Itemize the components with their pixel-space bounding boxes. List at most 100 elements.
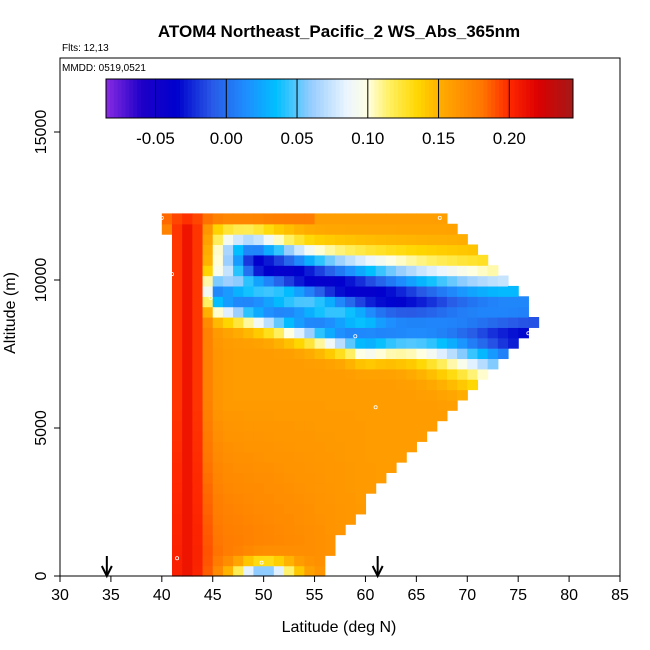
heatmap-cell <box>355 327 367 339</box>
heatmap-cell <box>253 306 265 318</box>
heatmap-cell <box>416 379 428 391</box>
heatmap-cell <box>273 524 285 536</box>
heatmap-cell <box>172 482 183 494</box>
heatmap-cell <box>314 503 326 515</box>
heatmap-cell <box>365 451 377 463</box>
heatmap-cell <box>365 379 377 391</box>
colorbar-segment <box>285 79 290 118</box>
heatmap-cell <box>334 358 346 370</box>
heatmap-cell <box>426 265 438 277</box>
heatmap-cell <box>273 420 285 432</box>
heatmap-cell <box>436 368 448 380</box>
colorbar-segment <box>510 79 516 118</box>
heatmap-cell <box>334 389 346 401</box>
heatmap-cell <box>243 317 255 328</box>
heatmap-cell <box>487 337 499 349</box>
colorbar-segment <box>253 79 259 118</box>
heatmap-cell <box>446 337 458 349</box>
heatmap-cell <box>375 462 387 473</box>
heatmap-cell <box>192 244 204 256</box>
heatmap-cell <box>436 317 448 328</box>
heatmap-cell <box>222 555 234 567</box>
heatmap-cell <box>385 306 397 318</box>
heatmap-cell <box>314 430 326 442</box>
heatmap-cell <box>334 327 346 339</box>
heatmap-cell <box>365 327 377 339</box>
heatmap-cell <box>192 306 204 318</box>
heatmap-cell <box>365 420 377 432</box>
heatmap-cell <box>477 358 489 370</box>
heatmap-cell <box>212 368 224 380</box>
heatmap-cell <box>365 337 377 349</box>
colorbar-segment <box>222 79 228 118</box>
heatmap-cell <box>426 327 438 339</box>
heatmap-cell <box>365 348 377 360</box>
sample-point <box>175 556 180 561</box>
heatmap-cell <box>457 348 468 360</box>
heatmap-cell <box>172 503 183 515</box>
heatmap-cell <box>233 513 244 525</box>
heatmap-cell <box>365 234 377 246</box>
heatmap-cell <box>202 275 214 287</box>
heatmap-cell <box>426 306 438 318</box>
heatmap-cell <box>222 430 234 442</box>
heatmap-cell <box>202 223 214 235</box>
heatmap-cell <box>243 451 255 463</box>
heatmap-cell <box>365 482 377 494</box>
heatmap-cell <box>375 213 387 225</box>
heatmap-cell <box>294 555 305 567</box>
heatmap-cell <box>192 534 204 546</box>
heatmap-cell <box>406 306 417 318</box>
heatmap-cell <box>314 348 326 360</box>
heatmap-cell <box>253 482 265 494</box>
heatmap-cell <box>273 565 285 577</box>
heatmap-cell <box>192 493 204 505</box>
colorbar-segment <box>366 79 372 118</box>
heatmap-cell <box>406 410 417 422</box>
heatmap-cell <box>314 482 326 494</box>
heatmap-cell <box>284 317 295 328</box>
colorbar-segment <box>386 79 391 118</box>
heatmap-cell <box>314 265 326 277</box>
heatmap-cell <box>446 399 458 411</box>
heatmap-cell <box>172 348 183 360</box>
heatmap-cell <box>416 275 428 287</box>
heatmap-cell <box>314 441 326 453</box>
heatmap-cell <box>406 430 417 442</box>
heatmap-cell <box>273 358 285 370</box>
heatmap-cell <box>334 348 346 360</box>
heatmap-cell <box>365 296 377 308</box>
heatmap-cell <box>273 379 285 391</box>
heatmap-cell <box>253 337 265 349</box>
heatmap-cell <box>253 503 265 515</box>
heatmap-cell <box>222 513 234 525</box>
heatmap-cell <box>192 389 204 401</box>
heatmap-cell <box>294 254 305 266</box>
heatmap-cell <box>192 296 204 308</box>
heatmap-cell <box>273 482 285 494</box>
sample-point <box>259 560 264 565</box>
heatmap-cell <box>233 503 244 515</box>
heatmap-cell <box>426 358 438 370</box>
heatmap-cell <box>457 234 468 246</box>
heatmap-cell <box>182 503 193 515</box>
heatmap-cell <box>436 389 448 401</box>
heatmap-cell <box>182 358 193 370</box>
colorbar-segment <box>448 79 453 118</box>
heatmap-cell <box>182 389 193 401</box>
colorbar-segment <box>179 79 185 118</box>
heatmap-cell <box>396 399 407 411</box>
colorbar-segment <box>242 79 247 118</box>
colorbar-segment <box>464 79 469 118</box>
heatmap-cell <box>263 441 275 453</box>
heatmap-cell <box>263 348 275 360</box>
heatmap-cell <box>202 244 214 256</box>
heatmap-cell <box>263 317 275 328</box>
heatmap-cell <box>314 451 326 463</box>
colorbar-segment <box>176 79 181 118</box>
heatmap-cell <box>243 544 255 556</box>
heatmap-cell <box>416 296 428 308</box>
colorbar-segment <box>129 79 134 118</box>
heatmap-cell <box>406 265 417 277</box>
heatmap-cell <box>253 410 265 422</box>
